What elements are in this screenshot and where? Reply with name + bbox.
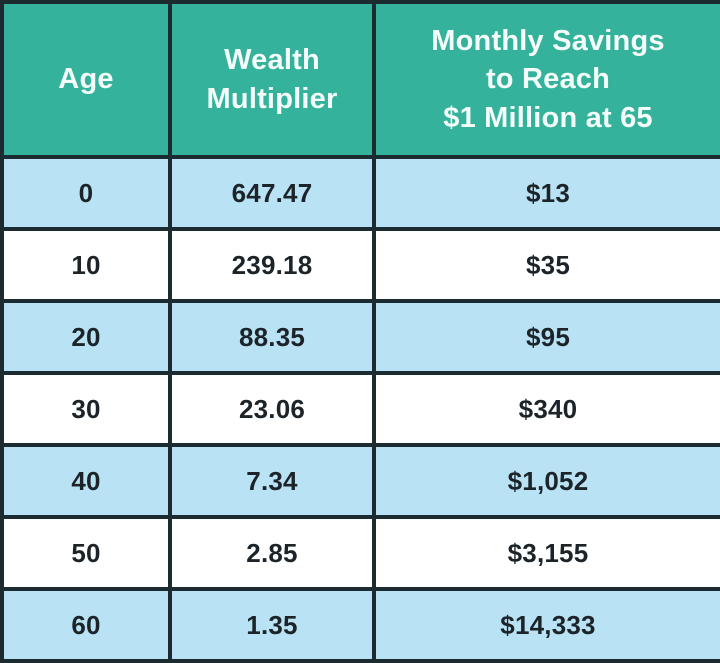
cell-age: 20 bbox=[0, 299, 172, 375]
table-row: 60 1.35 $14,333 bbox=[0, 587, 720, 663]
cell-wealth-multiplier: 88.35 bbox=[168, 299, 376, 375]
cell-wealth-multiplier: 23.06 bbox=[168, 371, 376, 447]
cell-age: 30 bbox=[0, 371, 172, 447]
cell-wealth-multiplier: 1.35 bbox=[168, 587, 376, 663]
table-row: 0 647.47 $13 bbox=[0, 155, 720, 231]
cell-age: 40 bbox=[0, 443, 172, 519]
cell-wealth-multiplier: 2.85 bbox=[168, 515, 376, 591]
cell-monthly-savings: $340 bbox=[372, 371, 720, 447]
cell-wealth-multiplier: 7.34 bbox=[168, 443, 376, 519]
table-row: 30 23.06 $340 bbox=[0, 371, 720, 447]
cell-wealth-multiplier: 647.47 bbox=[168, 155, 376, 231]
cell-monthly-savings: $3,155 bbox=[372, 515, 720, 591]
cell-age: 10 bbox=[0, 227, 172, 303]
table-row: 10 239.18 $35 bbox=[0, 227, 720, 303]
cell-monthly-savings: $95 bbox=[372, 299, 720, 375]
cell-monthly-savings: $14,333 bbox=[372, 587, 720, 663]
cell-age: 60 bbox=[0, 587, 172, 663]
table-header-row: Age Wealth Multiplier Monthly Savings to… bbox=[0, 0, 720, 159]
cell-age: 50 bbox=[0, 515, 172, 591]
table-row: 50 2.85 $3,155 bbox=[0, 515, 720, 591]
table-row: 20 88.35 $95 bbox=[0, 299, 720, 375]
cell-wealth-multiplier: 239.18 bbox=[168, 227, 376, 303]
cell-monthly-savings: $35 bbox=[372, 227, 720, 303]
cell-monthly-savings: $1,052 bbox=[372, 443, 720, 519]
table-row: 40 7.34 $1,052 bbox=[0, 443, 720, 519]
cell-age: 0 bbox=[0, 155, 172, 231]
column-header-wealth-multiplier: Wealth Multiplier bbox=[168, 0, 376, 159]
cell-monthly-savings: $13 bbox=[372, 155, 720, 231]
column-header-age: Age bbox=[0, 0, 172, 159]
column-header-monthly-savings: Monthly Savings to Reach $1 Million at 6… bbox=[372, 0, 720, 159]
